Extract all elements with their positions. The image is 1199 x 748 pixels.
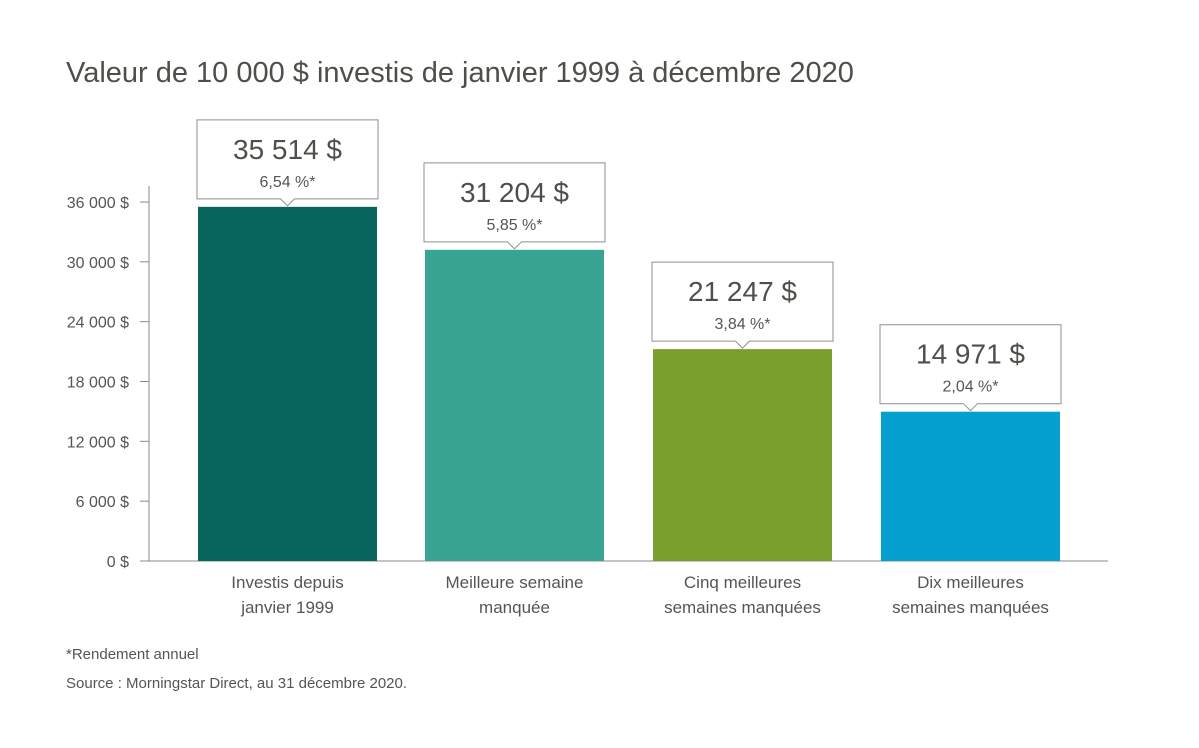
bars-layer [198, 206, 1060, 561]
category-layer: Investis depuis janvier 1999 Meilleure sem… [231, 573, 1049, 617]
callout-box [879, 324, 1062, 412]
category-label-line: semaines manquées [664, 598, 821, 617]
category-label: Dix meilleures semaines manquées [892, 573, 1049, 617]
value-callout: 35 514 $ 6,54 %* [196, 119, 379, 207]
data-label: 31 204 $ [460, 177, 569, 208]
category-label-line: janvier 1999 [240, 598, 334, 617]
value-callout: 14 971 $ 2,04 %* [879, 324, 1062, 412]
bar [198, 206, 377, 561]
rate-label: 5,85 %* [486, 217, 542, 234]
rate-label: 6,54 %* [259, 174, 315, 191]
category-label-line: manquée [479, 598, 550, 617]
y-tick-label: 18 000 $ [67, 375, 129, 392]
y-tick-label: 12 000 $ [67, 434, 129, 451]
value-callout: 21 247 $ 3,84 %* [651, 261, 834, 349]
category-label-line: Meilleure semaine [446, 573, 584, 592]
bar [881, 411, 1060, 561]
chart-title: Valeur de 10 000 $ investis de janvier 1… [66, 57, 854, 89]
data-label: 14 971 $ [916, 339, 1025, 370]
rate-label: 2,04 %* [942, 379, 998, 396]
callout-layer: 35 514 $ 6,54 %* 31 204 $ 5,85 %* 21 247 $ 3,… [196, 119, 1062, 412]
callout-box [423, 162, 606, 250]
bar [653, 349, 832, 561]
footnote-annual-return: *Rendement annuel [66, 646, 199, 663]
category-label-line: Cinq meilleures [684, 573, 801, 592]
category-label-line: Investis depuis [231, 573, 343, 592]
callout-box [196, 119, 379, 207]
y-tick-label: 24 000 $ [67, 315, 129, 332]
y-tick-label: 0 $ [107, 554, 129, 571]
y-tick-label: 30 000 $ [67, 255, 129, 272]
y-tick-label: 36 000 $ [67, 195, 129, 212]
category-label-line: Dix meilleures [917, 573, 1024, 592]
category-label-line: semaines manquées [892, 598, 1049, 617]
bar [425, 249, 604, 561]
value-callout: 31 204 $ 5,85 %* [423, 162, 606, 250]
category-label: Meilleure semaine manquée [446, 573, 584, 617]
rate-label: 3,84 %* [714, 316, 770, 333]
data-label: 21 247 $ [688, 276, 797, 307]
category-label: Cinq meilleures semaines manquées [664, 573, 821, 617]
footnote-source: Source : Morningstar Direct, au 31 décem… [66, 675, 407, 692]
category-label: Investis depuis janvier 1999 [231, 573, 343, 617]
y-tick-label: 6 000 $ [76, 494, 129, 511]
callout-box [651, 261, 834, 349]
data-label: 35 514 $ [233, 134, 342, 165]
